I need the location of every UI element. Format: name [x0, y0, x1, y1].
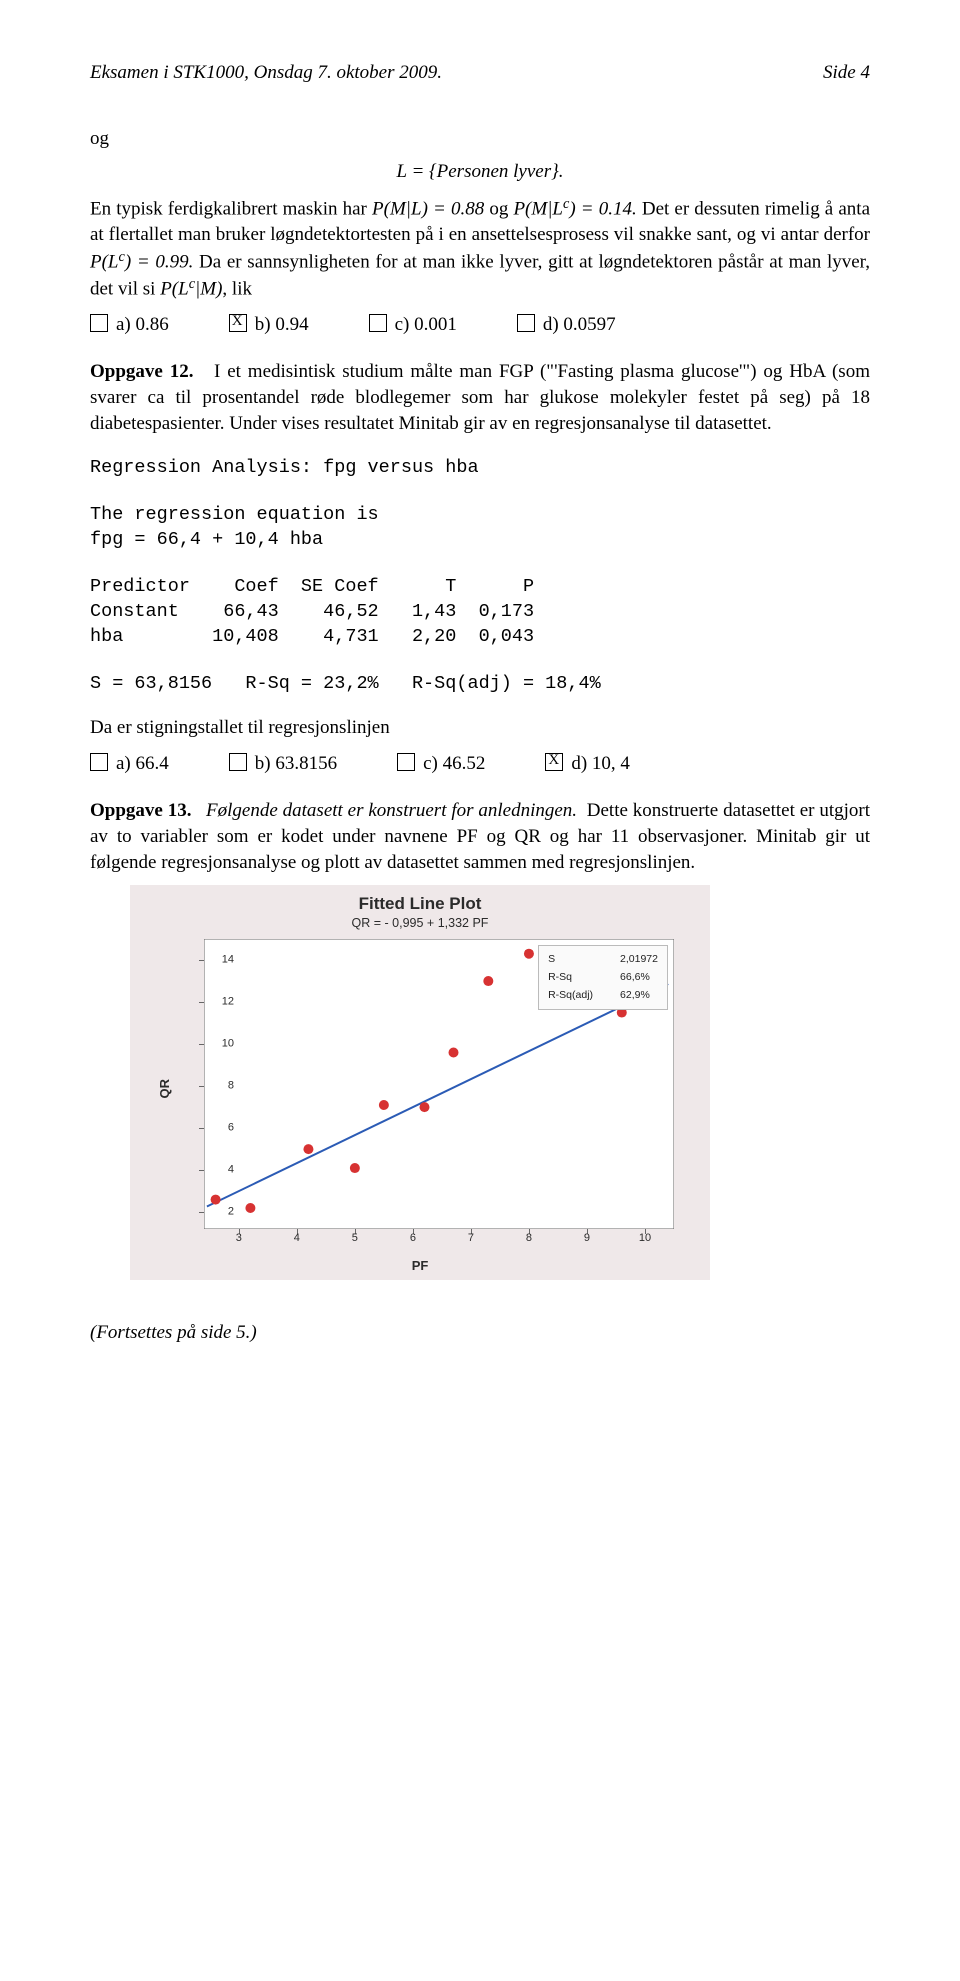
xtick-label: 3: [236, 1231, 242, 1274]
stat-rsqa-val: 62,9%: [619, 988, 659, 1004]
plot-title: Fitted Line Plot: [130, 893, 710, 916]
oppgave13: Oppgave 13. Følgende datasett er konstru…: [90, 798, 870, 875]
checkbox-marked-icon: [545, 753, 563, 771]
ytick-label: 4: [228, 1163, 234, 1178]
ytick-label: 12: [222, 995, 234, 1010]
q11-b[interactable]: b) 0.94: [229, 312, 309, 338]
q11-c[interactable]: c) 0.001: [369, 312, 457, 338]
q12-choices: a) 66.4 b) 63.8156 c) 46.52 d) 10, 4: [90, 751, 870, 777]
q12-c[interactable]: c) 46.52: [397, 751, 485, 777]
plot-xlabel: PF: [130, 1257, 710, 1275]
stat-rsq-val: 66,6%: [619, 970, 659, 986]
equation-L: L = {Personen lyver}.: [90, 159, 870, 185]
plot-stats-box: S2,01972 R-Sq66,6% R-Sq(adj)62,9%: [538, 945, 668, 1010]
plot-area: S2,01972 R-Sq66,6% R-Sq(adj)62,9%: [204, 939, 674, 1229]
xtick-label: 4: [294, 1231, 300, 1274]
checkbox-icon: [517, 314, 535, 332]
para-prob: En typisk ferdigkalibrert maskin har P(M…: [90, 195, 870, 302]
mono-reg-stats: S = 63,8156 R-Sq = 23,2% R-Sq(adj) = 18,…: [90, 672, 870, 697]
header-right: Side 4: [823, 60, 870, 86]
checkbox-icon: [369, 314, 387, 332]
xtick-label: 7: [468, 1231, 474, 1274]
q11-d[interactable]: d) 0.0597: [517, 312, 616, 338]
q11-a[interactable]: a) 0.86: [90, 312, 169, 338]
mono-reg-table: Predictor Coef SE Coef T P Constant 66,4…: [90, 575, 870, 650]
header-left: Eksamen i STK1000, Onsdag 7. oktober 200…: [90, 60, 442, 86]
xtick-label: 5: [352, 1231, 358, 1274]
mono-reg-eq: The regression equation is fpg = 66,4 + …: [90, 503, 870, 553]
continue-note: (Fortsettes på side 5.): [90, 1320, 870, 1346]
q12-b[interactable]: b) 63.8156: [229, 751, 337, 777]
q11-choices: a) 0.86 b) 0.94 c) 0.001 d) 0.0597: [90, 312, 870, 338]
checkbox-icon: [397, 753, 415, 771]
ytick-label: 14: [222, 953, 234, 968]
xtick-label: 8: [526, 1231, 532, 1274]
checkbox-icon: [229, 753, 247, 771]
plot-ylabel: QR: [156, 1079, 174, 1099]
intro-og: og: [90, 126, 870, 152]
mono-reg-title: Regression Analysis: fpg versus hba: [90, 456, 870, 481]
checkbox-marked-icon: [229, 314, 247, 332]
op13-label: Oppgave 13.: [90, 800, 191, 821]
xtick-label: 10: [639, 1231, 651, 1274]
fitted-line-plot: Fitted Line Plot QR = - 0,995 + 1,332 PF…: [130, 885, 710, 1280]
q12-a[interactable]: a) 66.4: [90, 751, 169, 777]
checkbox-icon: [90, 753, 108, 771]
xtick-label: 6: [410, 1231, 416, 1274]
ytick-label: 10: [222, 1037, 234, 1052]
checkbox-icon: [90, 314, 108, 332]
ytick-label: 2: [228, 1205, 234, 1220]
page-header: Eksamen i STK1000, Onsdag 7. oktober 200…: [90, 60, 870, 86]
stat-s-label: S: [547, 952, 617, 968]
stat-rsqa-label: R-Sq(adj): [547, 988, 617, 1004]
stat-rsq-label: R-Sq: [547, 970, 617, 986]
q12-d[interactable]: d) 10, 4: [545, 751, 630, 777]
op12-label: Oppgave 12.: [90, 361, 193, 382]
ytick-label: 8: [228, 1079, 234, 1094]
plot-subtitle: QR = - 0,995 + 1,332 PF: [130, 915, 710, 932]
stat-s-val: 2,01972: [619, 952, 659, 968]
xtick-label: 9: [584, 1231, 590, 1274]
oppgave12: Oppgave 12. I et medisintisk studium mål…: [90, 359, 870, 436]
op12-tail: Da er stigningstallet til regresjonslinj…: [90, 715, 870, 741]
ytick-label: 6: [228, 1121, 234, 1136]
